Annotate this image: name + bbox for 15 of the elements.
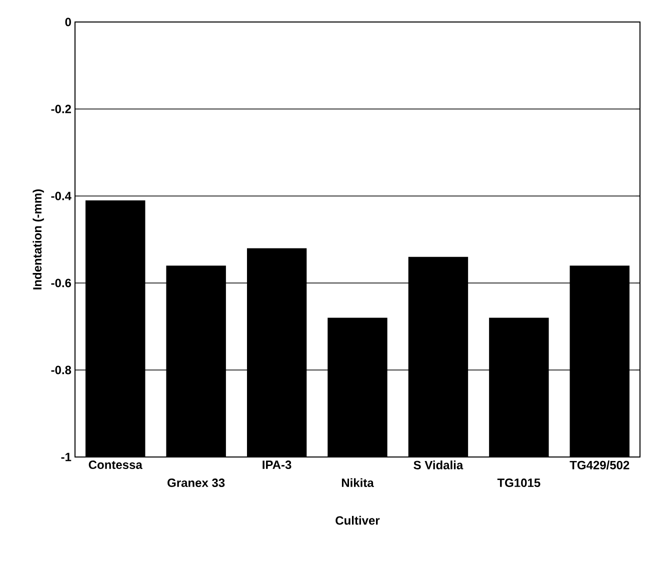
x-tick-label: Granex 33 <box>168 478 225 488</box>
y-tick-label: -0.6 <box>51 278 72 288</box>
y-tick-label: 0 <box>65 18 71 26</box>
y-tick-label: -0.4 <box>51 192 72 200</box>
y-tick-label: -0.8 <box>51 366 72 374</box>
x-tick-label: S Vidalia <box>414 460 464 470</box>
x-tick-label: Nikita <box>342 478 374 488</box>
y-tick-label: -1 <box>61 452 72 462</box>
x-tick-label: IPA-3 <box>262 460 292 470</box>
x-tick-label: TG429/502 <box>570 460 630 470</box>
y-axis-title: Indentation (-mm) <box>32 189 44 290</box>
x-tick-label: TG1015 <box>497 478 540 488</box>
x-tick-label: Contessa <box>88 460 142 470</box>
y-tick-label: -0.2 <box>51 104 71 114</box>
x-axis-title: Cultiver <box>336 516 380 525</box>
